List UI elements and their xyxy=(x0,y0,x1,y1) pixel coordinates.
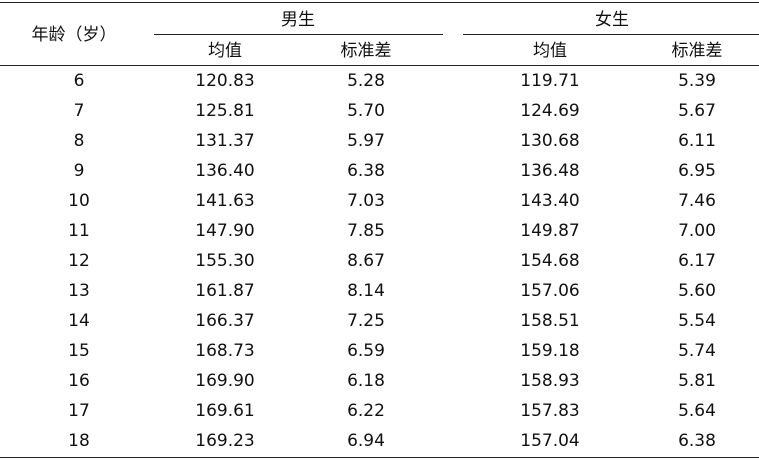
cell-male-sd: 6.38 xyxy=(347,161,385,181)
cell-male-mean: 161.87 xyxy=(195,281,255,301)
male-group-rule xyxy=(154,34,443,35)
cell-male-sd: 5.28 xyxy=(347,71,385,91)
header-female-sd: 标准差 xyxy=(671,41,723,61)
cell-male-sd: 6.59 xyxy=(347,341,385,361)
cell-male-mean: 169.61 xyxy=(195,401,255,421)
cell-female-sd: 5.39 xyxy=(678,71,716,91)
cell-male-sd: 7.25 xyxy=(347,311,385,331)
cell-male-sd: 8.14 xyxy=(347,281,385,301)
cell-male-mean: 169.23 xyxy=(195,431,255,451)
top-rule xyxy=(0,2,759,3)
cell-age: 13 xyxy=(68,281,90,301)
cell-female-mean: 159.18 xyxy=(520,341,580,361)
cell-male-mean: 136.40 xyxy=(195,161,255,181)
cell-female-mean: 143.40 xyxy=(520,191,580,211)
cell-male-sd: 5.97 xyxy=(347,131,385,151)
cell-age: 12 xyxy=(68,251,90,271)
cell-female-mean: 124.69 xyxy=(520,101,580,121)
cell-female-mean: 157.83 xyxy=(520,401,580,421)
female-group-rule xyxy=(463,34,759,35)
header-female: 女生 xyxy=(595,10,629,30)
cell-male-mean: 166.37 xyxy=(195,311,255,331)
cell-female-mean: 158.93 xyxy=(520,371,580,391)
cell-age: 15 xyxy=(68,341,90,361)
cell-male-mean: 131.37 xyxy=(195,131,255,151)
cell-male-mean: 168.73 xyxy=(195,341,255,361)
cell-female-sd: 5.67 xyxy=(678,101,716,121)
cell-age: 9 xyxy=(73,161,85,181)
cell-age: 16 xyxy=(68,371,90,391)
cell-male-sd: 6.18 xyxy=(347,371,385,391)
cell-female-sd: 6.11 xyxy=(678,131,716,151)
header-male-sd: 标准差 xyxy=(340,41,392,61)
cell-age: 6 xyxy=(73,71,85,91)
cell-female-mean: 136.48 xyxy=(520,161,580,181)
cell-female-mean: 157.04 xyxy=(520,431,580,451)
cell-male-sd: 5.70 xyxy=(347,101,385,121)
cell-age: 11 xyxy=(68,221,90,241)
cell-male-sd: 6.22 xyxy=(347,401,385,421)
cell-male-mean: 147.90 xyxy=(195,221,255,241)
cell-female-mean: 157.06 xyxy=(520,281,580,301)
cell-age: 10 xyxy=(68,191,90,211)
cell-female-sd: 5.74 xyxy=(678,341,716,361)
cell-female-sd: 5.81 xyxy=(678,371,716,391)
cell-female-sd: 7.46 xyxy=(678,191,716,211)
cell-age: 14 xyxy=(68,311,90,331)
cell-male-mean: 141.63 xyxy=(195,191,255,211)
cell-age: 7 xyxy=(73,101,85,121)
cell-age: 8 xyxy=(73,131,85,151)
bottom-rule xyxy=(0,457,759,458)
cell-female-sd: 6.17 xyxy=(678,251,716,271)
cell-male-sd: 6.94 xyxy=(347,431,385,451)
cell-female-mean: 130.68 xyxy=(520,131,580,151)
cell-female-sd: 5.54 xyxy=(678,311,716,331)
header-bottom-rule xyxy=(0,65,759,66)
cell-male-sd: 7.85 xyxy=(347,221,385,241)
header-male: 男生 xyxy=(281,10,315,30)
cell-male-sd: 8.67 xyxy=(347,251,385,271)
cell-female-mean: 154.68 xyxy=(520,251,580,271)
cell-female-sd: 5.64 xyxy=(678,401,716,421)
cell-age: 17 xyxy=(68,401,90,421)
cell-male-mean: 155.30 xyxy=(195,251,255,271)
cell-male-mean: 125.81 xyxy=(195,101,255,121)
cell-female-mean: 119.71 xyxy=(520,71,580,91)
header-female-mean: 均值 xyxy=(533,41,567,61)
header-male-mean: 均值 xyxy=(208,41,242,61)
cell-male-mean: 120.83 xyxy=(195,71,255,91)
cell-female-mean: 149.87 xyxy=(520,221,580,241)
cell-female-sd: 7.00 xyxy=(678,221,716,241)
cell-female-sd: 5.60 xyxy=(678,281,716,301)
cell-female-mean: 158.51 xyxy=(520,311,580,331)
cell-male-sd: 7.03 xyxy=(347,191,385,211)
cell-female-sd: 6.38 xyxy=(678,431,716,451)
cell-male-mean: 169.90 xyxy=(195,371,255,391)
cell-age: 18 xyxy=(68,431,90,451)
header-age: 年龄（岁） xyxy=(31,25,117,45)
cell-female-sd: 6.95 xyxy=(678,161,716,181)
